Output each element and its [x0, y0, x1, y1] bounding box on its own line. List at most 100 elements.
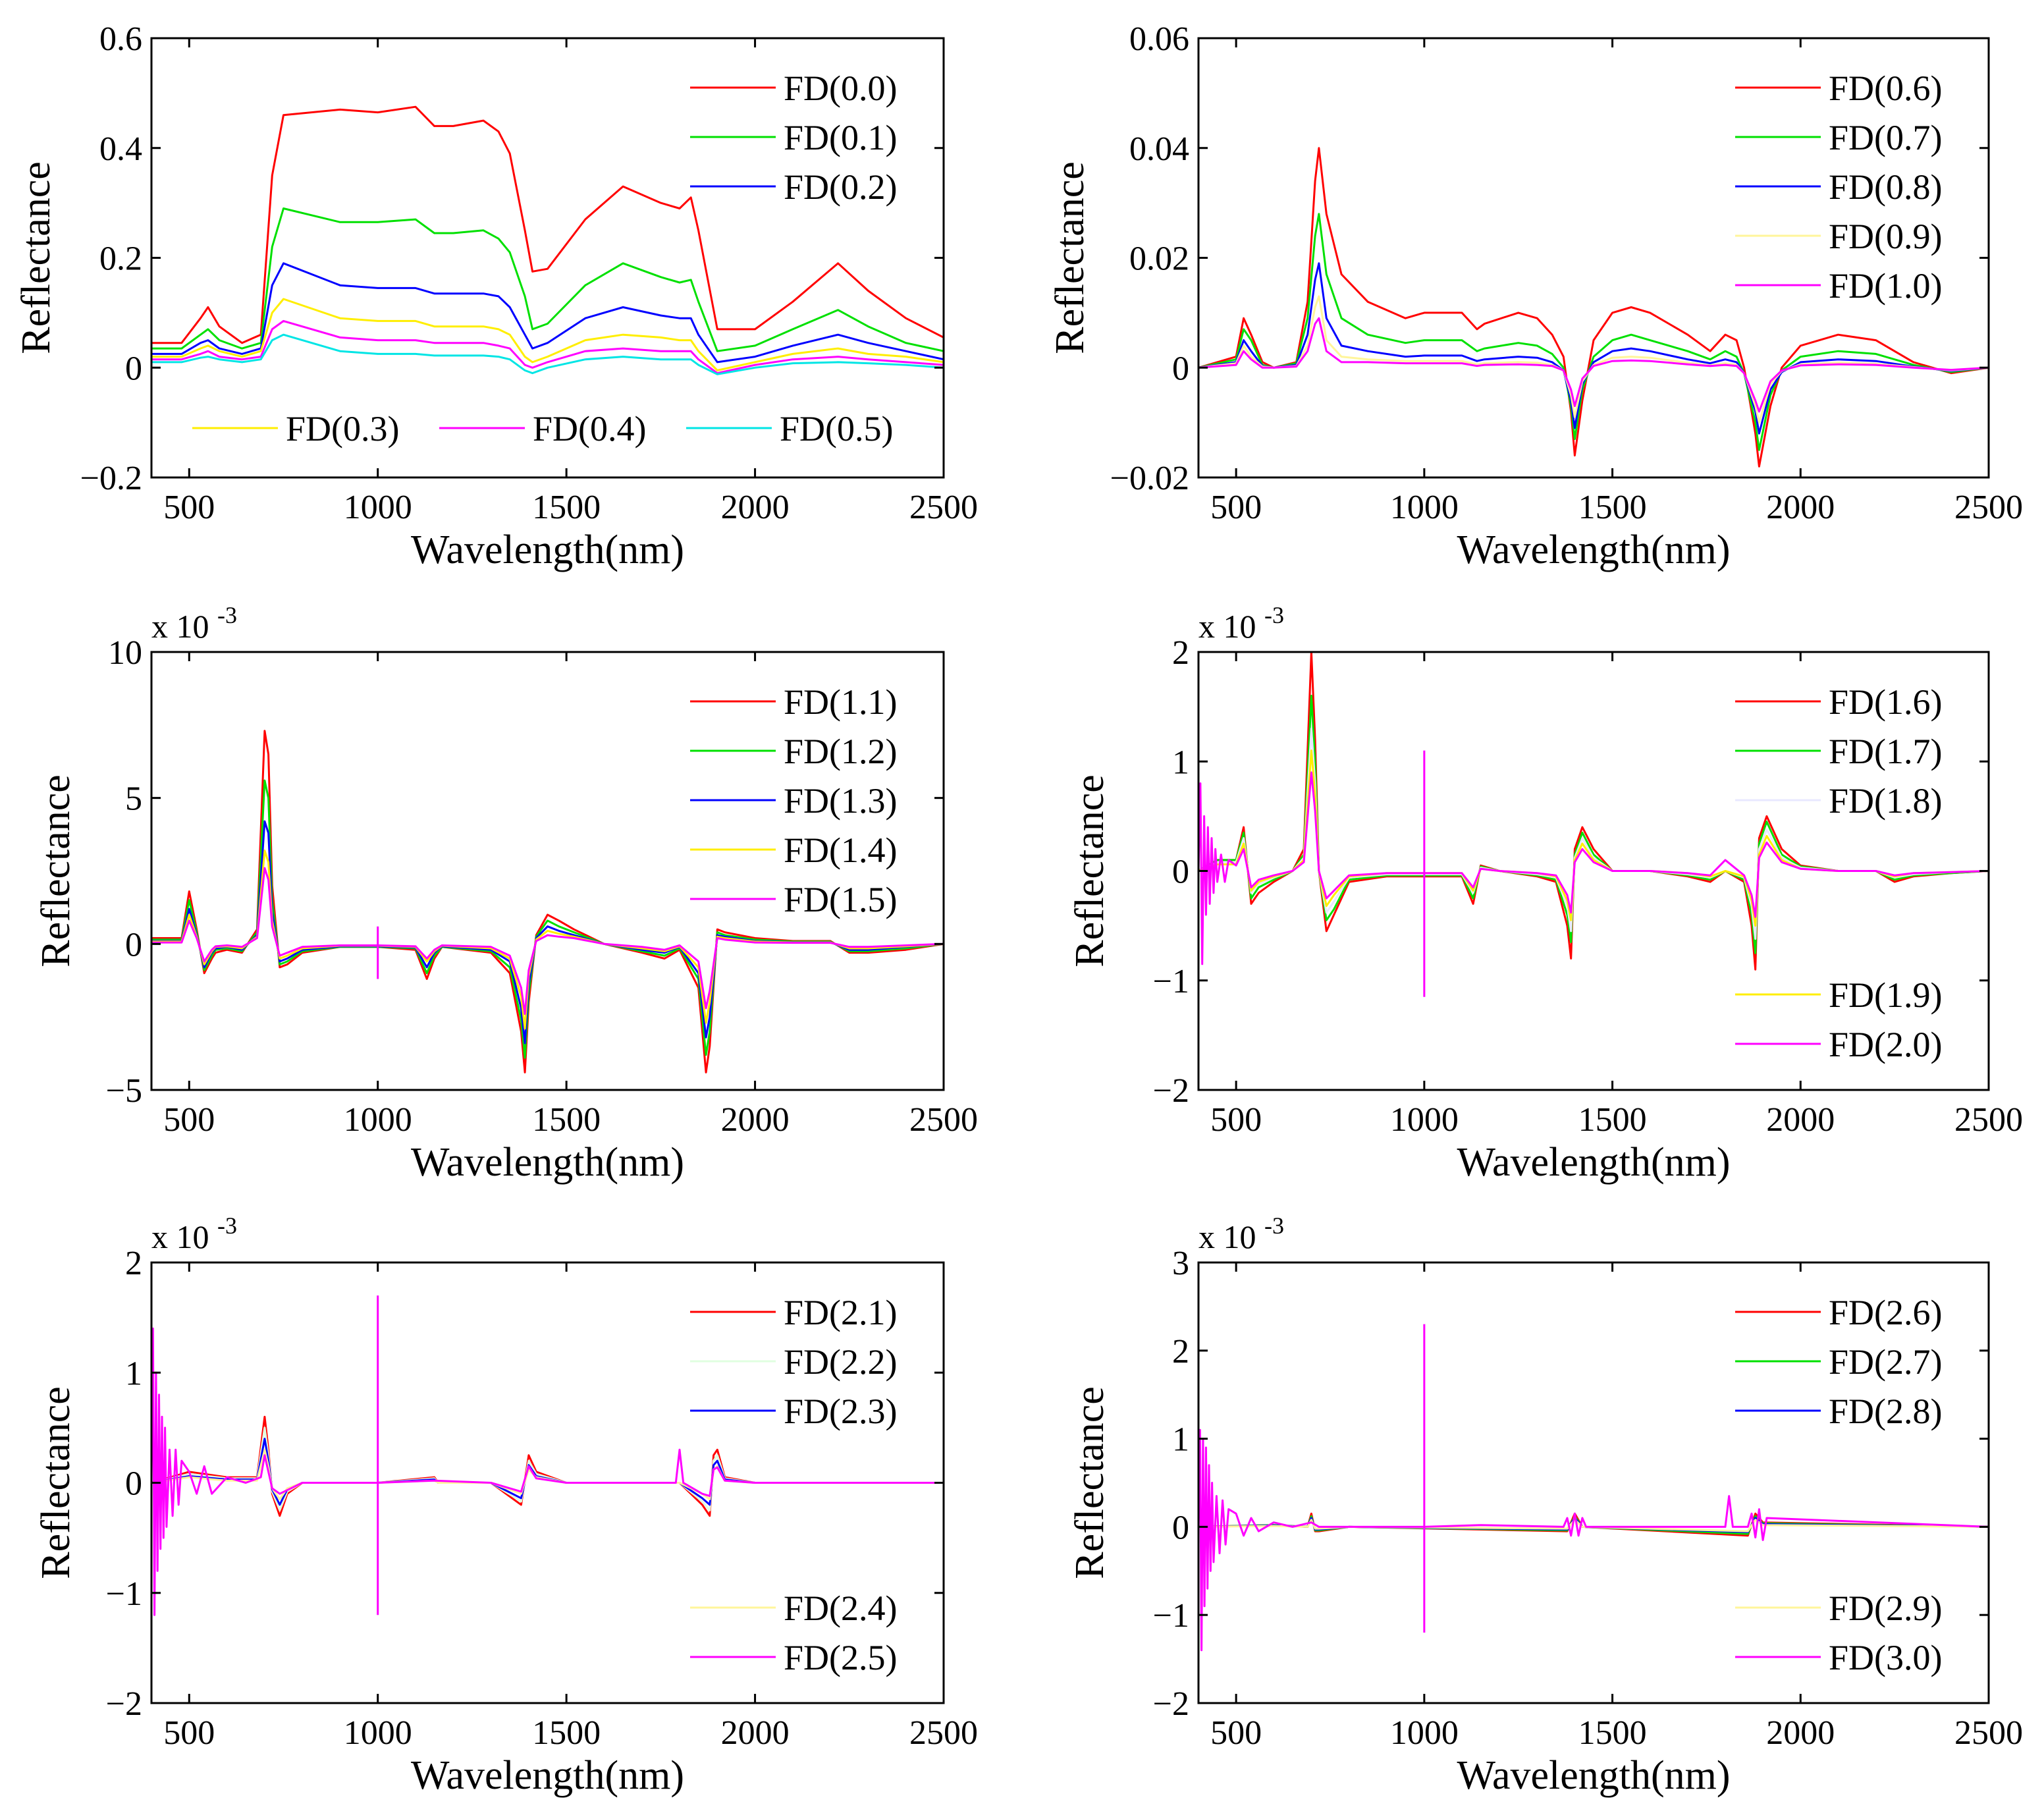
y-tick-label: 2 — [125, 1245, 142, 1282]
series-lines — [1198, 1324, 1989, 1652]
series-line-FD(0.1) — [151, 207, 944, 352]
x-axis-title: Wavelength(nm) — [411, 528, 684, 572]
x-tick-label: 2500 — [909, 489, 978, 526]
legend: FD(1.1) FD(1.2) FD(1.3) FD(1.4) FD(1.5) — [690, 682, 898, 919]
legend-label: FD(1.5) — [784, 880, 898, 919]
series-line-FD(2.5) — [151, 1327, 944, 1616]
legend-label: FD(0.6) — [1829, 68, 1943, 108]
legend: FD(2.1) FD(2.2) FD(2.3) FD(2.4) FD(2.5) — [690, 1293, 898, 1677]
legend-label: FD(1.9) — [1829, 975, 1943, 1015]
legend-label: FD(0.7) — [1829, 118, 1943, 157]
series-line-FD(2.0) — [1198, 771, 1989, 965]
legend: FD(2.6) FD(2.7) FD(2.8) FD(2.9) FD(3.0) — [1735, 1293, 1943, 1677]
y-tick-label: 0.2 — [99, 240, 142, 278]
legend-label: FD(1.4) — [784, 830, 898, 870]
x-tick-label: 500 — [1210, 1714, 1262, 1752]
x-tick-label: 1000 — [344, 489, 412, 526]
y-tick-label: 10 — [108, 634, 142, 672]
x-tick-label: 500 — [163, 1101, 215, 1139]
x-tick-label: 2500 — [909, 1101, 978, 1139]
legend-label: FD(0.3) — [286, 409, 400, 448]
series-lines — [1198, 147, 1989, 468]
y-tick-label: 1 — [125, 1355, 142, 1392]
y-tick-label: 0 — [1172, 350, 1189, 387]
plot-area — [151, 38, 944, 477]
x-tick-label: 2500 — [1954, 489, 2023, 526]
y-tick-label: 0.02 — [1129, 240, 1189, 278]
series-line-FD(1.6) — [1198, 652, 1989, 971]
x-tick-label: 2000 — [721, 1714, 790, 1752]
x-tick-label: 500 — [1210, 489, 1262, 526]
y-tick-label: 0.6 — [99, 20, 142, 58]
x-tick-label: 1000 — [344, 1101, 412, 1139]
y-axis-multiplier: x 10 -3 — [151, 1212, 237, 1255]
y-tick-label: −2 — [1153, 1072, 1189, 1110]
series-line-FD(1.1) — [151, 730, 944, 1073]
x-tick-label: 2000 — [1766, 1714, 1835, 1752]
chart-panel-5: 500 1000 1500 2000 2500 −2 −1 0 1 2x 10 -3 Wavelen… — [34, 1212, 978, 1798]
legend-label: FD(2.7) — [1829, 1342, 1943, 1382]
y-axis-title: Reflectance — [1048, 161, 1092, 354]
axes-frame — [150, 651, 945, 1091]
series-line-FD(0.9) — [1198, 295, 1989, 424]
series-lines — [1198, 652, 1989, 997]
x-tick-label: 1000 — [1390, 489, 1459, 526]
legend-label: FD(1.3) — [784, 781, 898, 821]
legend-label: FD(2.3) — [784, 1392, 898, 1431]
legend-label: FD(2.2) — [784, 1342, 898, 1382]
legend-label: FD(2.6) — [1829, 1293, 1943, 1332]
y-tick-label: 0 — [125, 926, 142, 963]
plot-area — [151, 652, 944, 1090]
legend-label: FD(1.8) — [1829, 781, 1943, 821]
y-tick-label: −1 — [1153, 1597, 1189, 1635]
y-tick-label: −0.2 — [80, 460, 142, 497]
chart-panel-1: 500 1000 1500 2000 2500 −0.2 0 0.2 0.4 0.6 Wavelen… — [14, 20, 978, 572]
x-tick-label: 2000 — [1766, 489, 1835, 526]
y-tick-label: 3 — [1172, 1245, 1189, 1282]
y-tick-label: −2 — [1153, 1685, 1189, 1723]
y-tick-label: 0 — [125, 1465, 142, 1503]
x-tick-label: 1500 — [532, 1714, 601, 1752]
series-line-FD(1.2) — [151, 779, 944, 1059]
x-axis-title: Wavelength(nm) — [1457, 1753, 1730, 1798]
x-tick-label: 500 — [1210, 1101, 1262, 1139]
y-tick-label: −1 — [106, 1575, 142, 1613]
axes-frame — [1197, 1261, 1990, 1704]
legend: FD(0.6) FD(0.7) FD(0.8) FD(0.9) FD(1.0) — [1735, 68, 1943, 306]
x-tick-label: 1000 — [1390, 1101, 1459, 1139]
series-line-FD(1.0) — [1198, 317, 1989, 413]
y-axis-multiplier: x 10 -3 — [1198, 1212, 1284, 1255]
legend-label: FD(0.5) — [780, 409, 894, 448]
x-axis-title: Wavelength(nm) — [411, 1140, 684, 1185]
legend-label: FD(0.9) — [1829, 217, 1943, 256]
chart-panel-2: 500 1000 1500 2000 2500 −0.02 0 0.02 0.04 0.06 Wav… — [1048, 20, 2023, 572]
series-line-FD(0.3) — [151, 298, 944, 371]
x-tick-label: 1000 — [1390, 1714, 1459, 1752]
y-tick-label: 1 — [1172, 1421, 1189, 1459]
series-line-FD(0.2) — [151, 262, 944, 364]
y-tick-label: 0.04 — [1129, 130, 1189, 168]
y-axis-multiplier: x 10 -3 — [1198, 602, 1284, 645]
legend-label: FD(0.2) — [784, 167, 898, 207]
x-tick-label: 1500 — [1578, 489, 1647, 526]
x-tick-label: 500 — [163, 489, 215, 526]
x-axis-title: Wavelength(nm) — [411, 1753, 684, 1798]
x-axis-title: Wavelength(nm) — [1457, 1140, 1730, 1185]
y-axis-multiplier: x 10 -3 — [151, 602, 237, 645]
chart-panel-6: 500 1000 1500 2000 2500 −2 −1 0 1 2 3x 10 -3 Wavele… — [1067, 1212, 2023, 1798]
legend-label: FD(1.1) — [784, 682, 898, 722]
legend-label: FD(2.1) — [784, 1293, 898, 1332]
series-line-FD(3.0) — [1198, 1428, 1989, 1652]
x-tick-label: 500 — [163, 1714, 215, 1752]
y-tick-label: −5 — [106, 1072, 142, 1110]
y-tick-label: −2 — [106, 1685, 142, 1723]
legend-label: FD(2.5) — [784, 1638, 898, 1677]
legend: FD(0.0) FD(0.1) FD(0.2) FD(0.3) FD(0.4) FD(0.… — [192, 68, 898, 448]
legend-label: FD(2.0) — [1829, 1025, 1943, 1064]
x-tick-label: 1500 — [1578, 1714, 1647, 1752]
series-line-FD(0.0) — [151, 105, 944, 344]
chart-panel-3: 500 1000 1500 2000 2500 −5 0 5 10x 10 -3 Waveleng… — [34, 602, 978, 1185]
y-tick-label: −0.02 — [1110, 460, 1189, 497]
legend-label: FD(2.8) — [1829, 1392, 1943, 1431]
